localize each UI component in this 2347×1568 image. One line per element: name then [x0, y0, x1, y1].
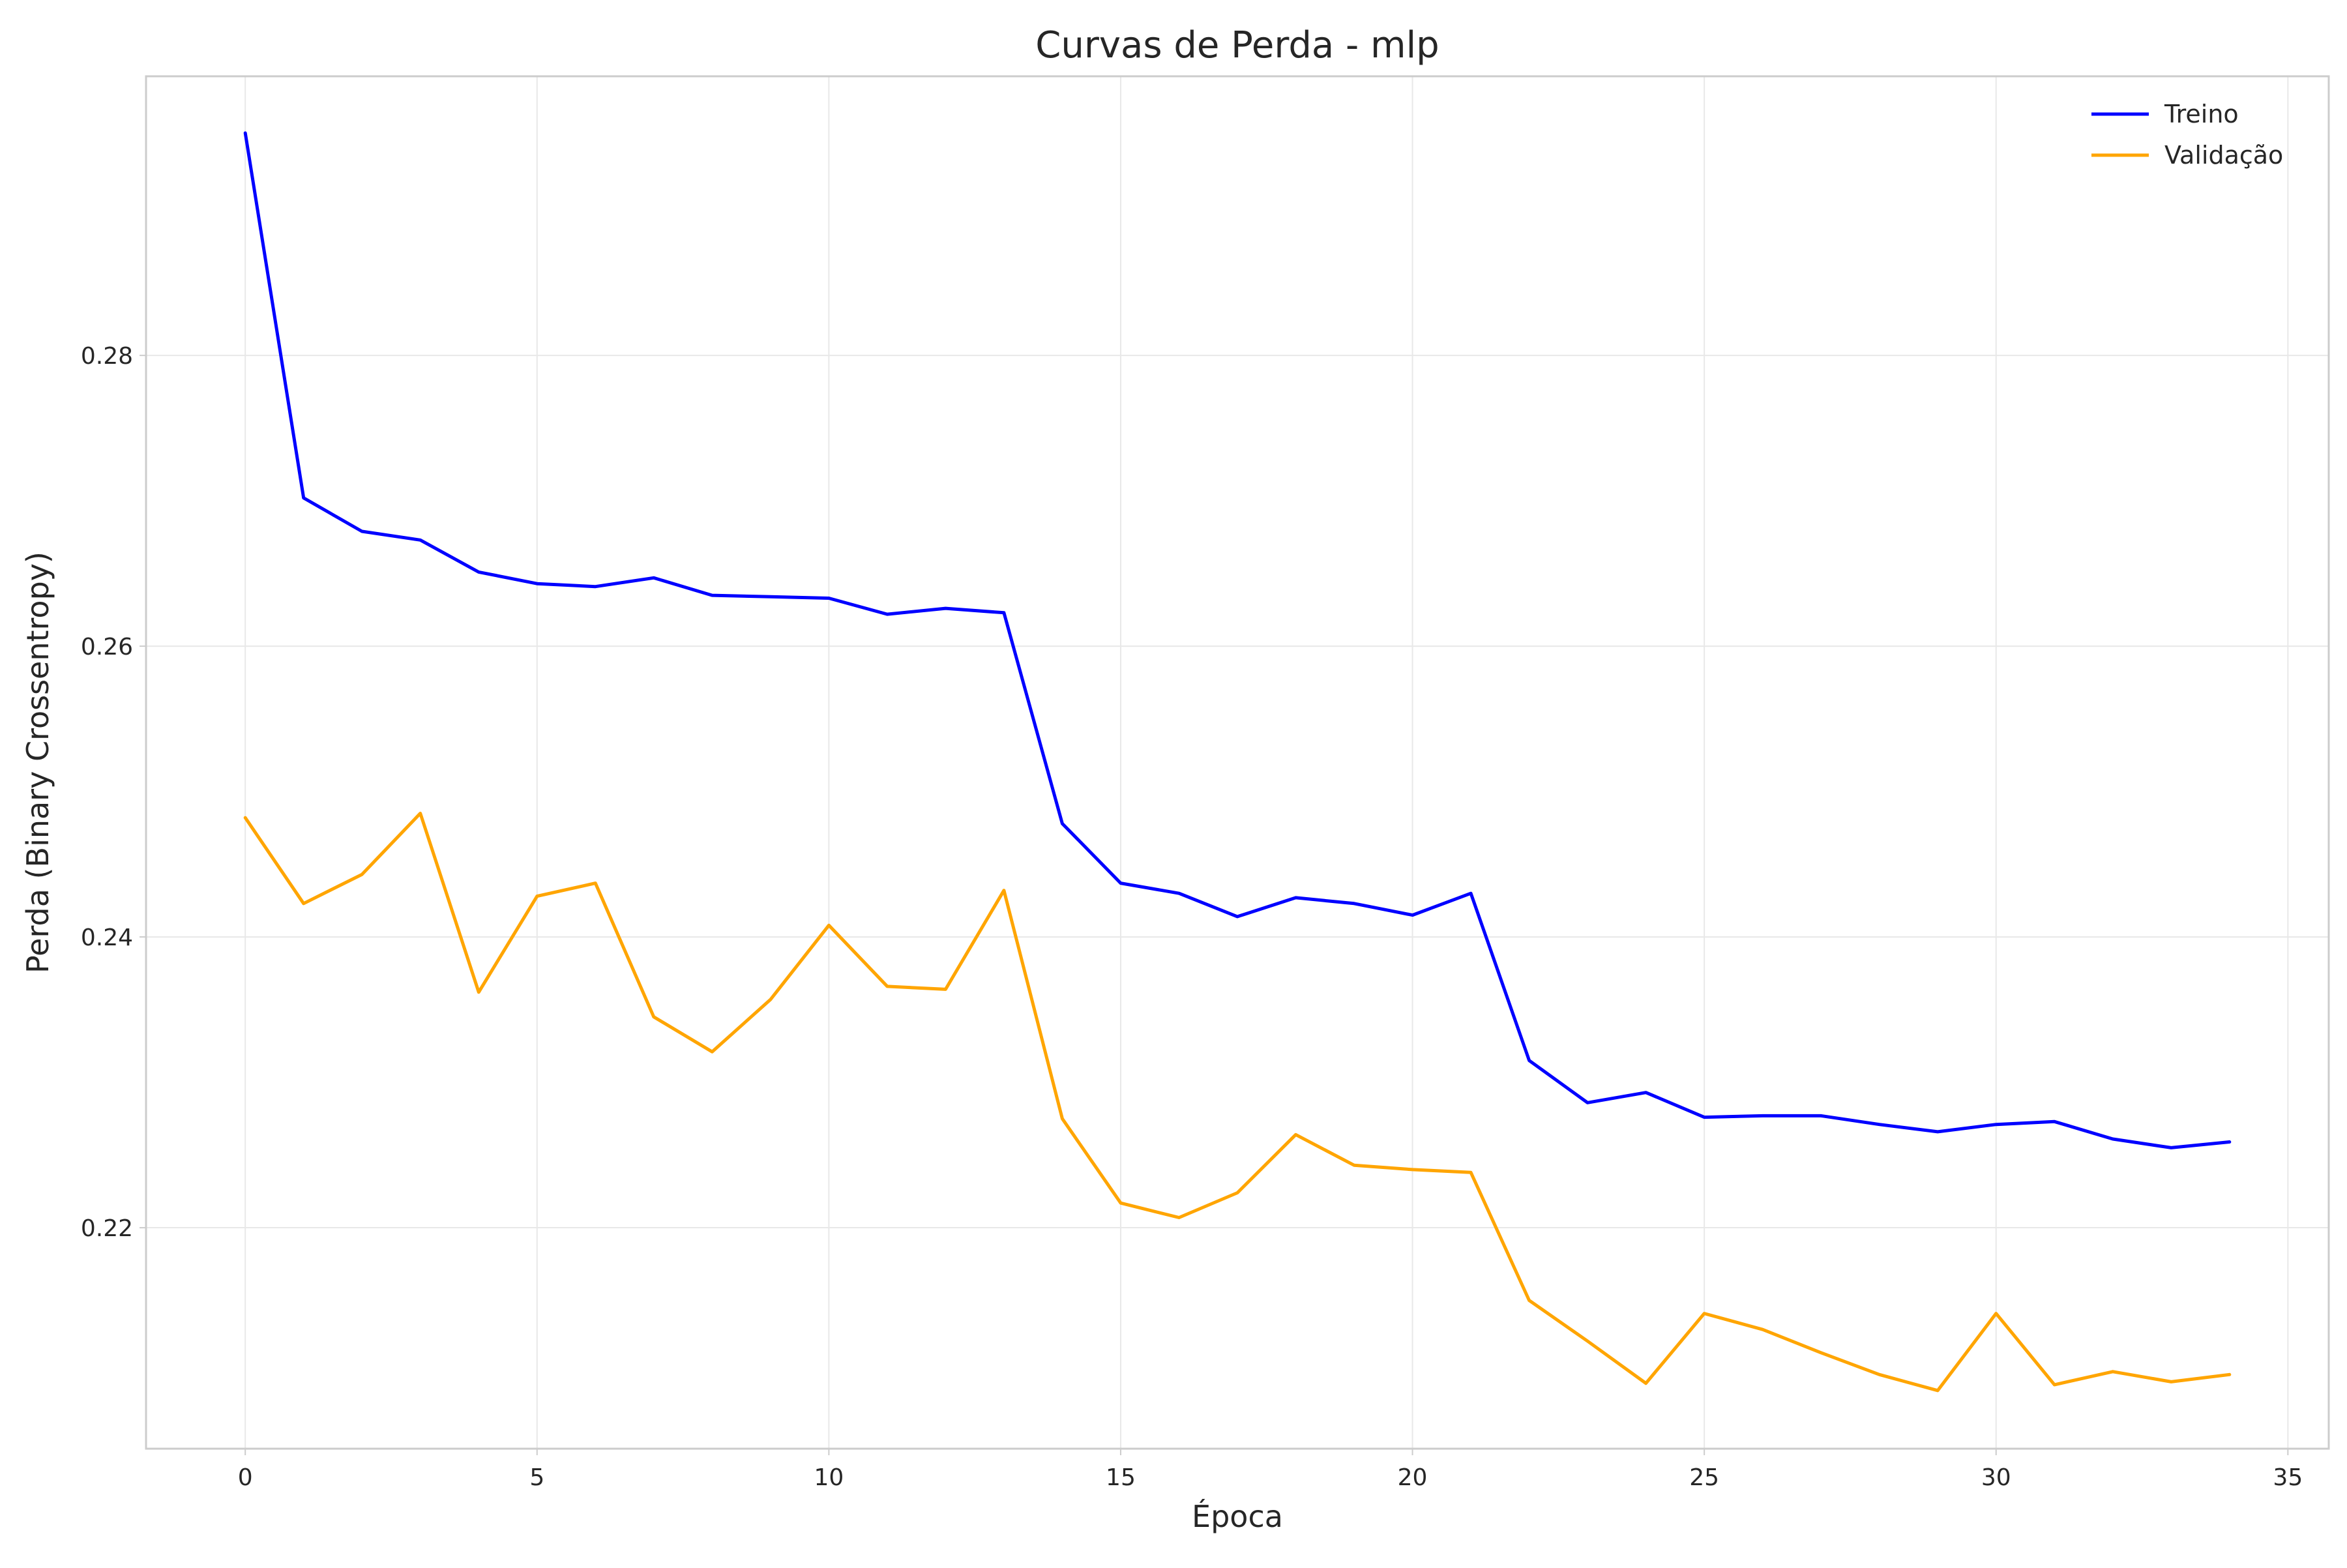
y-tick-label: 0.22	[81, 1215, 133, 1242]
x-tick-label: 10	[814, 1464, 844, 1491]
y-axis-label: Perda (Binary Crossentropy)	[20, 552, 55, 973]
x-tick-label: 0	[238, 1464, 253, 1491]
x-tick-label: 20	[1398, 1464, 1428, 1491]
y-tick-label: 0.24	[81, 925, 133, 951]
x-axis-ticks: 0 5 10 15 20 25 30 35	[238, 1449, 2303, 1491]
x-tick-label: 25	[1689, 1464, 1719, 1491]
series-line-treino	[243, 131, 2232, 1149]
x-tick-label: 15	[1106, 1464, 1136, 1491]
x-tick-label: 30	[1981, 1464, 2011, 1491]
grid	[146, 76, 2329, 1449]
x-axis-label: Época	[1192, 1499, 1283, 1534]
chart-title: Curvas de Perda - mlp	[1035, 24, 1439, 67]
legend: Treino Validação	[2091, 100, 2283, 170]
series-line-validacao	[243, 812, 2232, 1393]
y-tick-label: 0.28	[81, 343, 133, 370]
legend-label-treino: Treino	[2164, 100, 2239, 128]
legend-label-validacao: Validação	[2164, 141, 2283, 170]
y-axis-ticks: 0.22 0.24 0.26 0.28	[81, 343, 146, 1242]
x-tick-label: 35	[2273, 1464, 2303, 1491]
x-tick-label: 5	[529, 1464, 544, 1491]
series-lines	[243, 131, 2232, 1393]
plot-frame	[145, 75, 2330, 1450]
y-tick-label: 0.26	[81, 634, 133, 660]
